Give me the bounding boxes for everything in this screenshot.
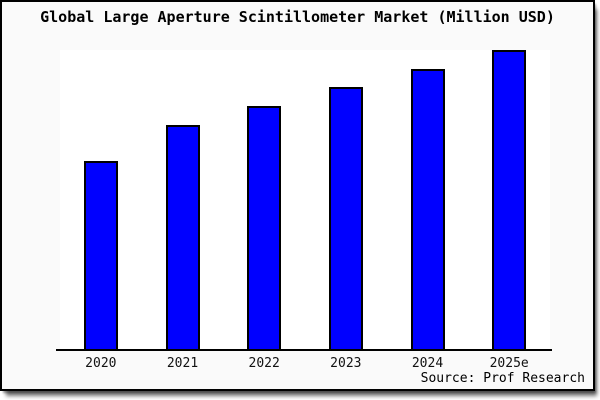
- x-axis-line: [56, 349, 552, 351]
- x-tick-label-2022: 2022: [248, 356, 280, 371]
- x-tick-label-2024: 2024: [411, 356, 444, 371]
- x-tick-label-2025e: 2025e: [489, 356, 529, 371]
- chart-frame: Global Large Aperture Scintillometer Mar…: [0, 0, 595, 391]
- source-text: Source: Prof Research: [420, 371, 585, 386]
- x-tick-label-2023: 2023: [330, 356, 362, 371]
- x-tick-label-2020: 2020: [85, 356, 117, 371]
- bar-2022: [247, 106, 282, 351]
- x-axis-labels: 2020 2021 2022 2023 2024 2025e: [60, 356, 550, 372]
- plot-area: [60, 50, 550, 351]
- bar-2023: [328, 87, 363, 351]
- chart-title: Global Large Aperture Scintillometer Mar…: [40, 8, 555, 26]
- x-tick-label-2021: 2021: [166, 356, 199, 371]
- bar-2021: [165, 125, 200, 351]
- bar-2025e: [492, 50, 527, 351]
- bar-2020: [83, 161, 118, 351]
- bar-2024: [410, 69, 445, 351]
